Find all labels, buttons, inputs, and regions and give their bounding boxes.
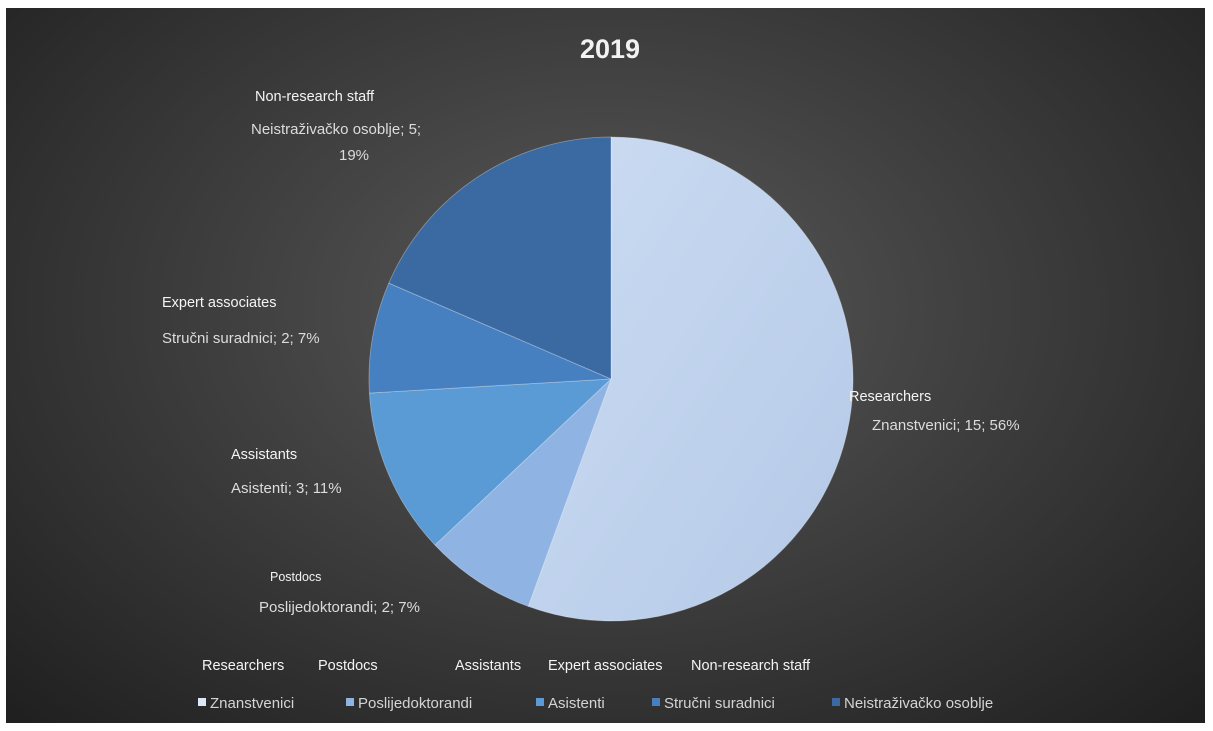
chart-area: 2019 Researchers Znanstvenici; 15; 56% Pos… [6, 8, 1205, 723]
data-label-en-4: Expert associates [162, 295, 276, 311]
data-label-en-1: Researchers [849, 389, 931, 405]
legend-en-label-3: Assistants [455, 658, 521, 674]
pie-slice-1 [527, 136, 854, 622]
pie-slice-4 [368, 282, 612, 394]
legend-swatch-1 [198, 698, 206, 706]
legend-label-3: Asistenti [548, 695, 605, 712]
pie-slices [368, 136, 854, 622]
pie-slice-3 [368, 378, 613, 546]
pie-slice-5 [388, 136, 612, 380]
legend-label-5: Neistraživačko osoblje [844, 695, 993, 712]
data-label-en-2: Postdocs [270, 570, 321, 584]
legend: Researchers Znanstvenici Postdocs Poslijedo… [198, 658, 993, 712]
legend-en-label-4: Expert associates [548, 658, 662, 674]
legend-en-label-2: Postdocs [318, 658, 378, 674]
legend-label-2: Poslijedoktorandi [358, 695, 472, 712]
data-label-1: Znanstvenici; 15; 56% [872, 417, 1020, 434]
legend-swatch-5 [832, 698, 840, 706]
chart-title: 2019 [580, 34, 640, 64]
legend-label-4: Stručni suradnici [664, 695, 775, 712]
data-label-en-3: Assistants [231, 447, 297, 463]
data-label-en-5: Non-research staff [255, 89, 375, 105]
legend-en-label-1: Researchers [202, 658, 284, 674]
data-label-5: Neistraživačko osoblje; 5; [251, 121, 421, 138]
legend-label-1: Znanstvenici [210, 695, 294, 712]
legend-en-label-5: Non-research staff [691, 658, 811, 674]
legend-swatch-3 [536, 698, 544, 706]
legend-swatch-2 [346, 698, 354, 706]
pie-slice-2 [434, 378, 612, 607]
data-labels: Researchers Znanstvenici; 15; 56% Postdocs… [162, 89, 1020, 616]
data-label-5-line2: 19% [339, 147, 369, 164]
pie-chart: 2019 Researchers Znanstvenici; 15; 56% Pos… [162, 34, 1020, 712]
data-label-2: Poslijedoktorandi; 2; 7% [259, 599, 420, 616]
legend-swatch-4 [652, 698, 660, 706]
data-label-4: Stručni suradnici; 2; 7% [162, 330, 320, 347]
data-label-3: Asistenti; 3; 11% [231, 480, 342, 497]
